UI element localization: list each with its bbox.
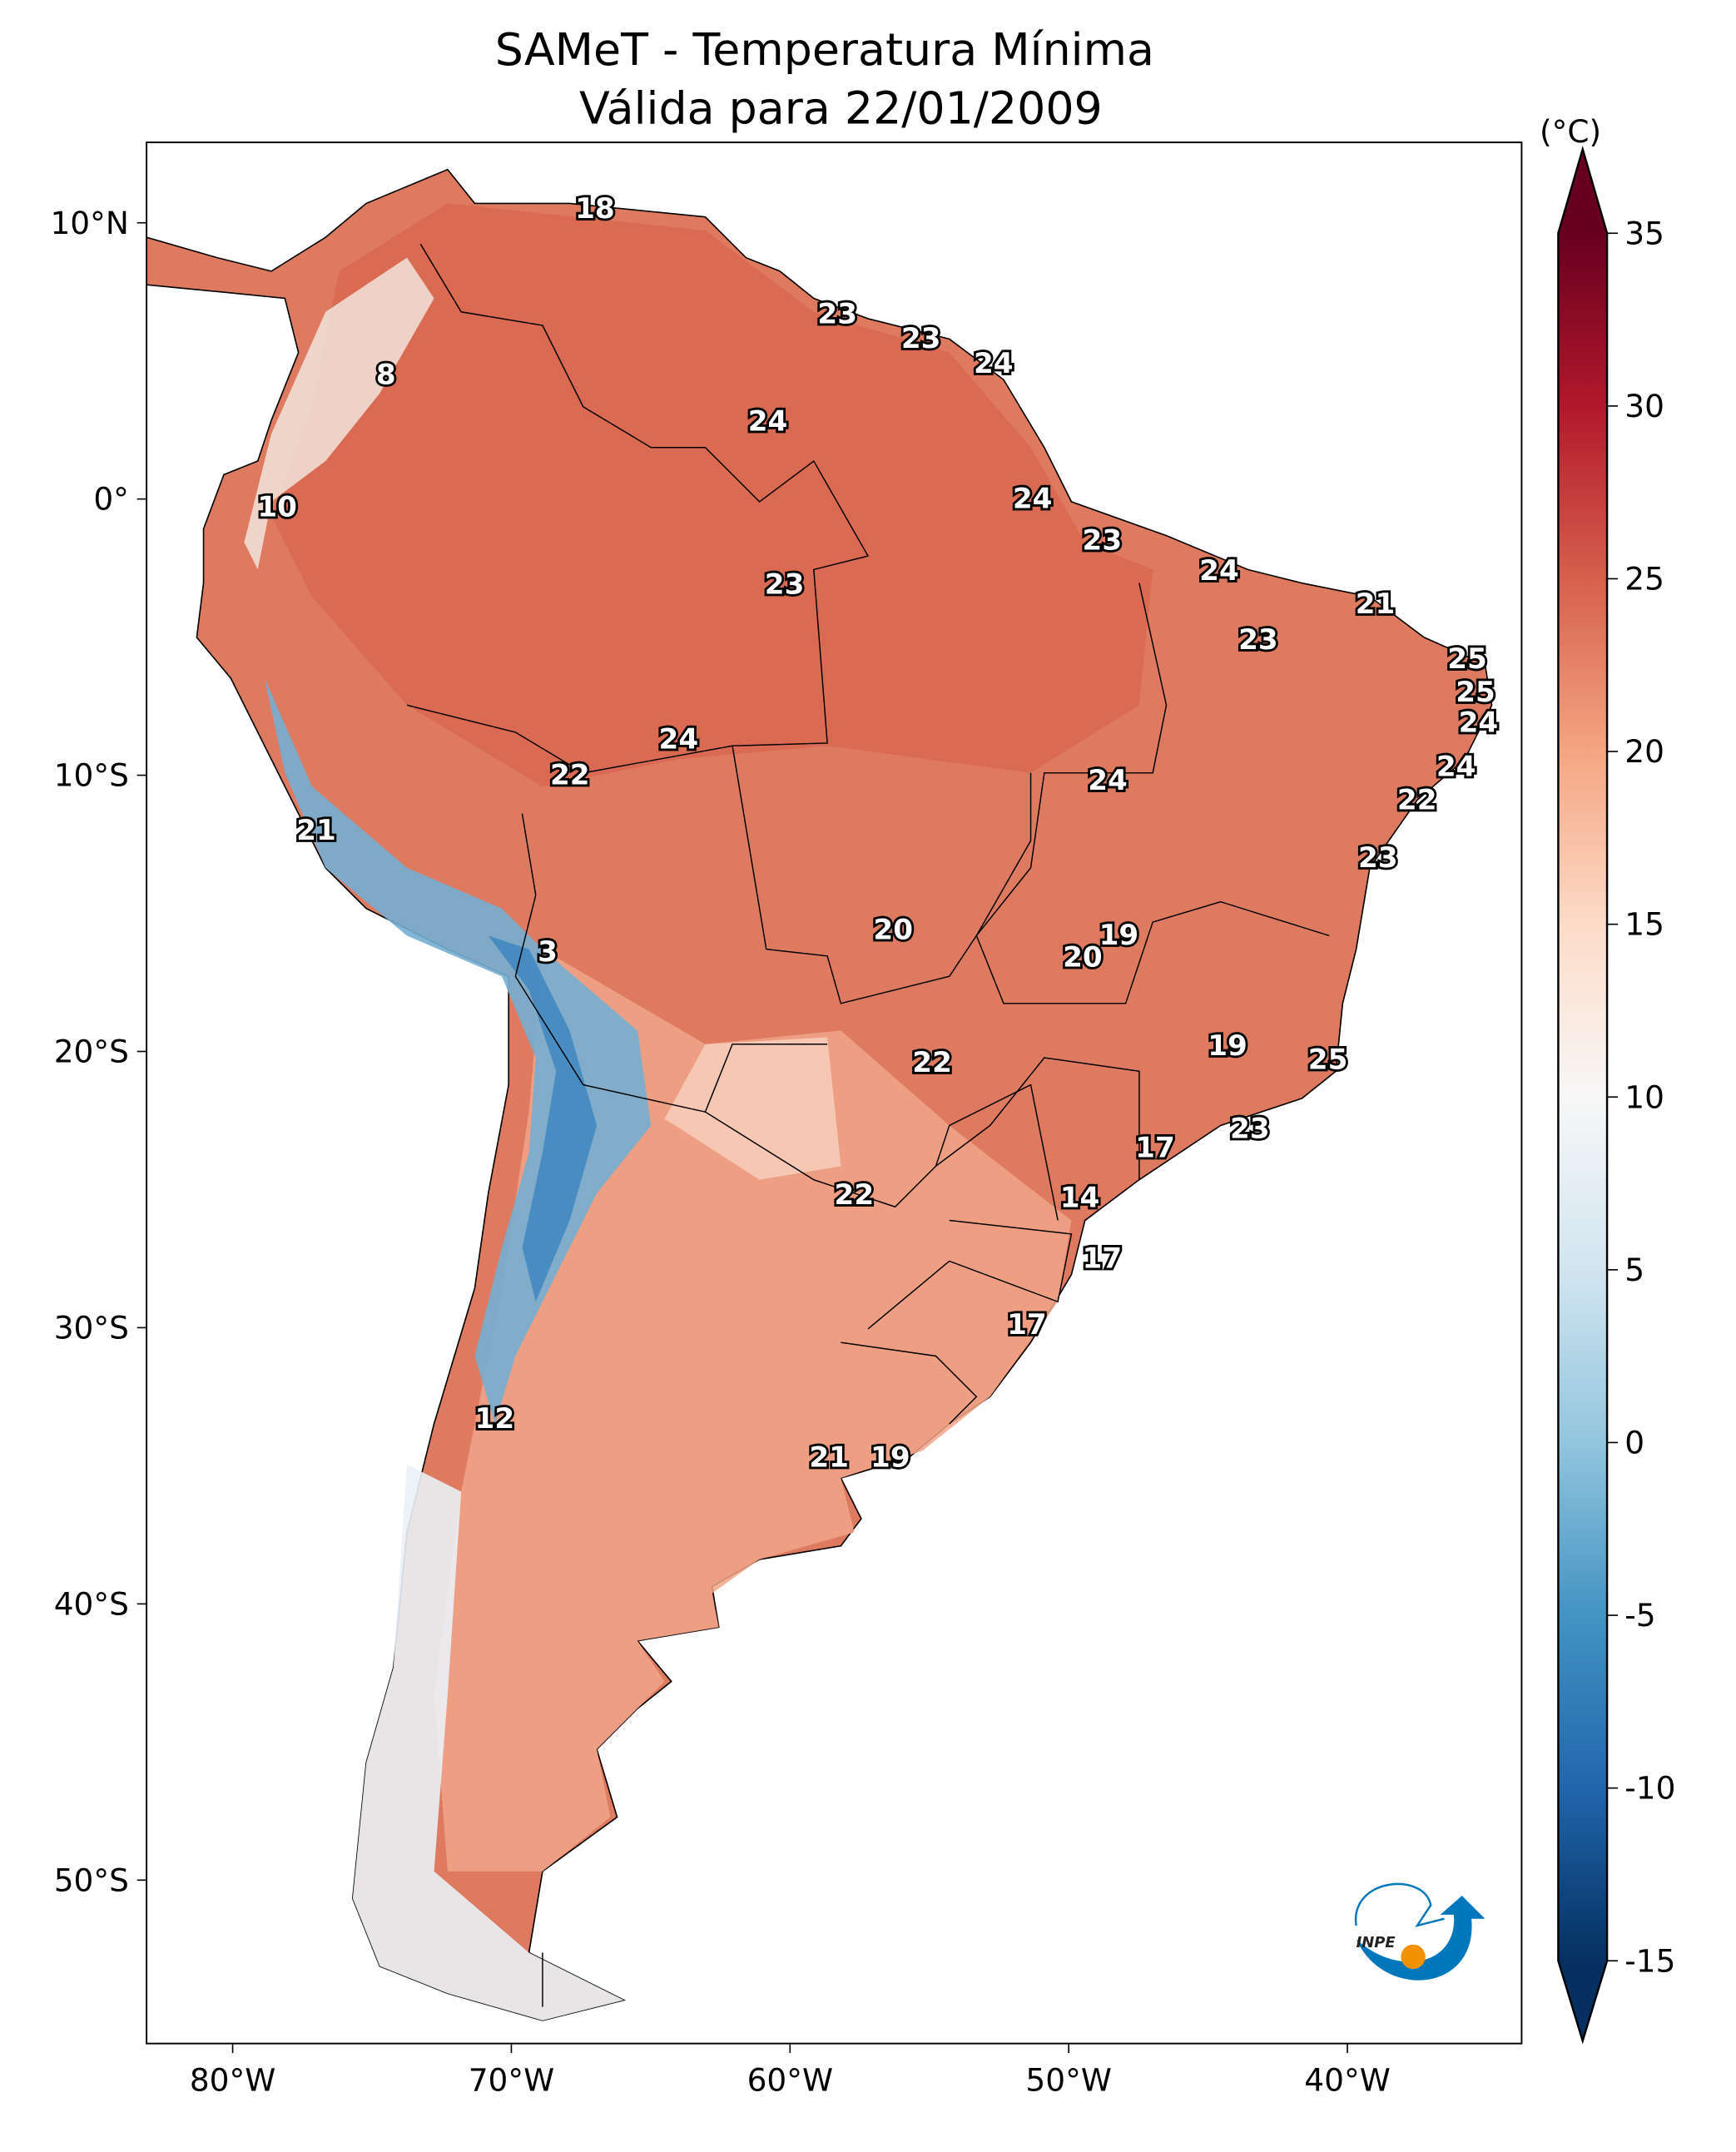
- colorbar-body: [1557, 145, 1609, 2045]
- station-label: 14: [1060, 1181, 1100, 1214]
- lat-tick-label: 20°S: [54, 1034, 129, 1070]
- station-label: 17: [1083, 1242, 1123, 1275]
- station-label: 17: [1135, 1132, 1175, 1165]
- station-label: 23: [1358, 841, 1398, 875]
- map-frame: [146, 141, 1523, 2045]
- colorbar-tick-label: 5: [1624, 1252, 1644, 1288]
- lon-tick-label: 40°W: [1304, 2062, 1390, 2099]
- station-label: 23: [1238, 623, 1278, 657]
- lat-tick-label: 50°S: [54, 1862, 129, 1898]
- lat-tick-label: 10°N: [50, 205, 128, 241]
- country-borders: [406, 243, 1330, 2007]
- lat-tick-label: 30°S: [54, 1309, 129, 1346]
- station-label: 18: [575, 192, 615, 226]
- andes-deep-cold: [488, 935, 598, 1302]
- colorbar-tick-label: 15: [1624, 906, 1664, 943]
- inpe-logo: INPE: [1355, 1882, 1486, 1981]
- station-label: 17: [1007, 1308, 1047, 1341]
- colorbar-tick-label: 35: [1624, 215, 1664, 251]
- station-label: 24: [974, 347, 1014, 380]
- station-label: 23: [901, 322, 941, 355]
- station-label: 20: [1063, 941, 1103, 974]
- lon-tick-label: 70°W: [469, 2062, 554, 2099]
- station-label: 22: [1397, 783, 1437, 816]
- colombia-andes-cold: [244, 257, 434, 570]
- station-label: 23: [1230, 1112, 1270, 1145]
- station-label: 24: [1199, 554, 1239, 588]
- station-label: 23: [765, 568, 805, 602]
- logo-text: INPE: [1357, 1934, 1396, 1951]
- station-label: 24: [748, 405, 788, 439]
- colorbar: (°C) 35 30 25 20 15 10 5 0 -5 -10 -15: [1540, 113, 1675, 2045]
- station-label: 19: [870, 1440, 910, 1474]
- colorbar-tick-label: 20: [1624, 733, 1664, 770]
- station-label: 24: [1013, 483, 1053, 516]
- station-label: 24: [1436, 751, 1476, 784]
- station-label: 8: [376, 358, 396, 391]
- lon-tick-label: 60°W: [747, 2062, 833, 2099]
- station-label: 24: [659, 722, 699, 756]
- patagonia-cool-region: [352, 1464, 624, 2021]
- station-label: 22: [912, 1046, 952, 1079]
- colorbar-unit: (°C): [1540, 113, 1601, 150]
- lat-tick-label: 10°S: [54, 757, 129, 794]
- station-label: 22: [835, 1178, 875, 1212]
- station-label: 10: [257, 491, 297, 524]
- lat-tick-label: 40°S: [54, 1585, 129, 1622]
- lon-tick-label: 80°W: [190, 2062, 275, 2099]
- station-label: 19: [1099, 919, 1139, 952]
- station-label: 25: [1308, 1043, 1348, 1076]
- axis-ticks: 80°W 70°W 60°W 50°W 40°W 10°N 0° 10°S 20°S 30°S 40…: [50, 205, 1390, 2099]
- station-label: 20: [873, 913, 913, 946]
- logo-swirl: [1355, 1882, 1445, 1927]
- colorbar-tick-label: 0: [1624, 1424, 1644, 1460]
- colorbar-tick-label: -15: [1624, 1942, 1675, 1979]
- station-label: 22: [550, 759, 590, 792]
- logo-arrow: [1356, 1896, 1486, 1981]
- station-label: 25: [1447, 642, 1487, 676]
- map-subtitle: Válida para 22/01/2009: [579, 82, 1103, 134]
- station-label: 12: [475, 1402, 515, 1435]
- station-label: 21: [296, 814, 336, 847]
- station-label: 19: [1208, 1029, 1247, 1063]
- station-label: 3: [538, 935, 558, 969]
- station-label: 24: [1459, 707, 1499, 740]
- colorbar-tick-label: 25: [1624, 561, 1664, 598]
- pale-chaco-region: [664, 1037, 841, 1180]
- station-label: 21: [1356, 588, 1396, 621]
- station-label: 25: [1456, 676, 1495, 709]
- lat-tick-label: 0°: [93, 481, 129, 518]
- station-label: 21: [809, 1440, 849, 1474]
- colorbar-tick-label: 10: [1624, 1078, 1664, 1115]
- warm-core-region: [271, 203, 1153, 787]
- station-label: 23: [1083, 523, 1123, 557]
- logo-dot: [1401, 1944, 1426, 1970]
- colorbar-tick-label: 30: [1624, 388, 1664, 424]
- colorbar-tick-label: -5: [1624, 1597, 1655, 1634]
- colorbar-tick-label: -10: [1624, 1770, 1675, 1807]
- station-label: 24: [1088, 764, 1128, 797]
- map-title: SAMeT - Temperatura Mínima: [495, 23, 1154, 76]
- station-label: 23: [817, 297, 857, 330]
- lon-tick-label: 50°W: [1025, 2062, 1111, 2099]
